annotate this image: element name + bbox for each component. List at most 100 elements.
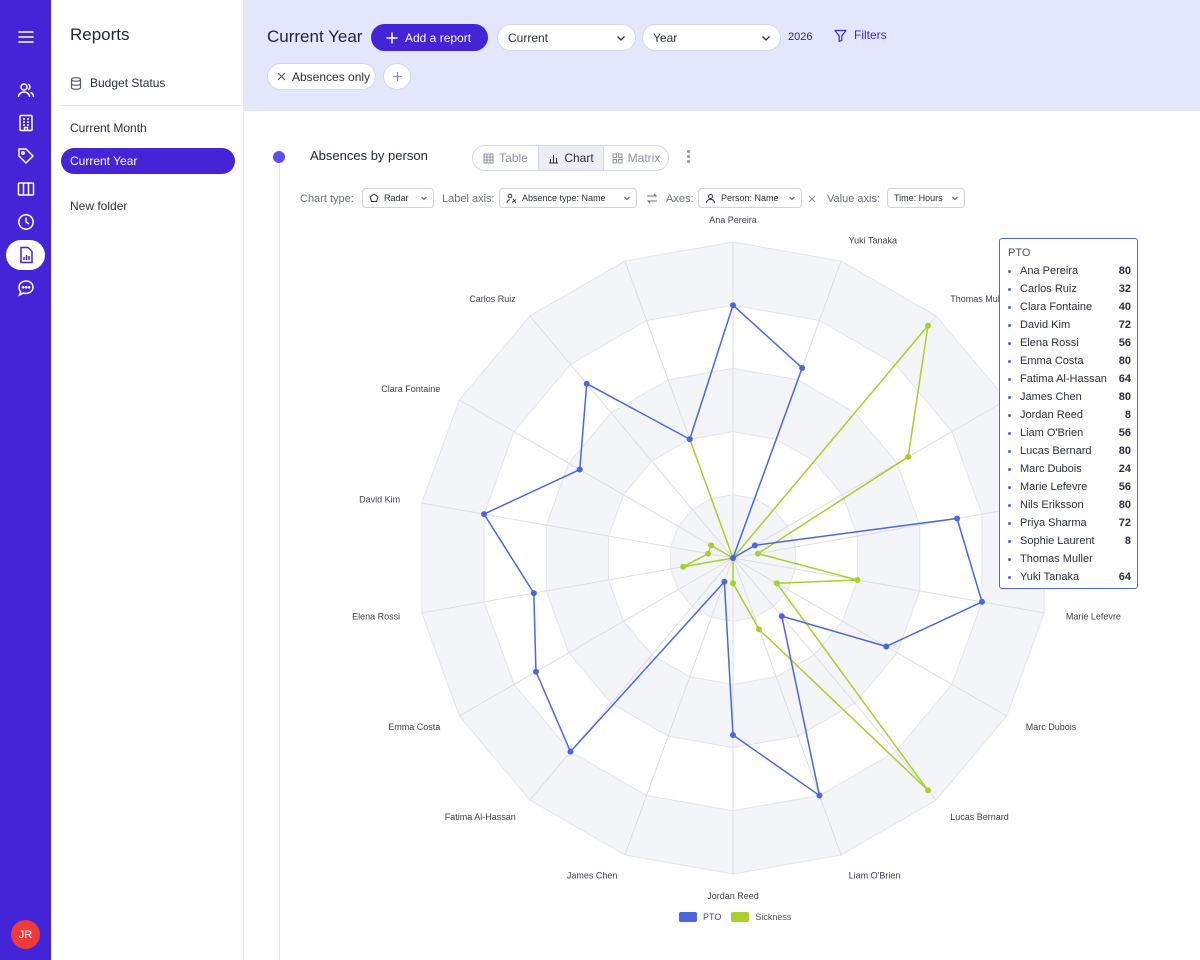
- data-point-pto: [751, 542, 758, 549]
- axis-label: Emma Costa: [388, 722, 440, 732]
- bullet-icon: [1008, 431, 1011, 435]
- data-point-pto: [583, 380, 590, 387]
- tooltip-row-name: Nils Eriksson: [1020, 499, 1084, 511]
- sidebar-item-budget-status[interactable]: Budget Status: [70, 74, 165, 92]
- bullet-icon: [1008, 539, 1011, 543]
- sidebar-item-current-month[interactable]: Current Month: [61, 115, 235, 141]
- grid-spoke: [529, 315, 734, 559]
- tab-matrix[interactable]: Matrix: [604, 146, 668, 170]
- add-report-button[interactable]: Add a report: [371, 24, 488, 51]
- tooltip-row-name: James Chen: [1020, 391, 1082, 403]
- bullet-icon: [1008, 557, 1011, 561]
- tooltip-row-value: 24: [1118, 463, 1131, 475]
- filter-icon: [834, 29, 847, 42]
- clock-icon[interactable]: [0, 207, 51, 237]
- grid-icon: [612, 153, 623, 163]
- add-filter-button[interactable]: [383, 63, 411, 90]
- chat-icon[interactable]: [0, 273, 51, 303]
- more-options-icon[interactable]: [684, 150, 692, 166]
- view-switcher: Table Chart Matrix: [472, 145, 669, 171]
- tag-icon[interactable]: [0, 141, 51, 171]
- menu-icon[interactable]: [0, 22, 51, 52]
- add-report-label: Add a report: [405, 30, 472, 45]
- tooltip-row-name: Ana Pereira: [1020, 265, 1079, 277]
- plus-icon: [392, 72, 402, 81]
- data-point-sickness: [755, 626, 762, 633]
- axes-value: Person: Name: [721, 193, 779, 203]
- data-point-pto: [730, 555, 736, 561]
- axis-label: Clara Fontaine: [381, 384, 440, 394]
- tooltip-row: Lucas Bernard 80: [1008, 443, 1131, 459]
- tooltip-row-name: Jordan Reed: [1020, 409, 1083, 421]
- tooltip-row-name: Priya Sharma: [1020, 517, 1087, 529]
- data-point-pto: [721, 578, 728, 585]
- tab-chart[interactable]: Chart: [538, 146, 604, 170]
- report-marker: [273, 151, 285, 163]
- sidebar-title: Reports: [70, 25, 130, 44]
- data-point-pto: [730, 731, 736, 738]
- chart-type-select[interactable]: Radar: [362, 188, 434, 208]
- axis-label: Yuki Tanaka: [849, 235, 897, 245]
- radar-chart[interactable]: Ana Pereira Yuki Tanaka Thomas Muller Nils …: [244, 208, 1200, 908]
- grid-spoke: [421, 502, 734, 559]
- tooltip-row-value: 56: [1118, 481, 1131, 493]
- tooltip-row-value: 56: [1118, 427, 1131, 439]
- tooltip-row: Emma Costa 80: [1008, 353, 1131, 369]
- sidebar-item-new-folder[interactable]: New folder: [61, 193, 235, 219]
- data-point-pto: [816, 792, 823, 799]
- value-axis-label: Value axis:: [827, 192, 880, 205]
- legend-swatch-pto[interactable]: [679, 912, 697, 922]
- tooltip-row: Liam O'Brien 56: [1008, 425, 1131, 441]
- close-icon[interactable]: [277, 72, 286, 81]
- filters-button[interactable]: Filters: [834, 28, 887, 42]
- period-select[interactable]: Current: [497, 24, 636, 51]
- label-axis-label: Label axis:: [442, 192, 495, 205]
- tooltip-row-name: Thomas Muller: [1020, 553, 1093, 565]
- close-icon[interactable]: [808, 195, 816, 203]
- chevron-down-icon: [617, 36, 625, 41]
- tooltip-row-name: Elena Rossi: [1020, 337, 1079, 349]
- person-beach-icon: [506, 193, 517, 203]
- axis-label: Marie Lefevre: [1066, 612, 1121, 622]
- axis-label: Carlos Ruiz: [469, 294, 516, 304]
- data-point-pto: [530, 590, 537, 597]
- columns-icon[interactable]: [0, 174, 51, 204]
- tooltip-row: Yuki Tanaka 64: [1008, 569, 1131, 585]
- building-icon[interactable]: [0, 108, 51, 138]
- tab-table[interactable]: Table: [473, 146, 538, 170]
- tooltip-row-value: 72: [1118, 517, 1131, 529]
- bullet-icon: [1008, 341, 1011, 345]
- tooltip-row: Fatima Al-Hassan 64: [1008, 371, 1131, 387]
- data-point-sickness: [773, 580, 780, 587]
- axis-label: Ana Pereira: [709, 215, 757, 225]
- year-value[interactable]: 2026: [788, 31, 813, 43]
- tooltip-row-name: David Kim: [1020, 319, 1071, 331]
- tooltip-row-name: Carlos Ruiz: [1020, 283, 1077, 295]
- axes-select[interactable]: Person: Name: [698, 188, 802, 208]
- value-axis-select[interactable]: Time: Hours: [887, 188, 965, 208]
- grid-spoke: [459, 557, 734, 717]
- sidebar-item-current-year[interactable]: Current Year: [61, 148, 235, 174]
- grid-spoke: [459, 399, 734, 559]
- swap-icon[interactable]: [646, 193, 658, 204]
- legend-swatch-sickness[interactable]: [731, 912, 750, 922]
- grid-spoke: [624, 557, 734, 856]
- reports-icon[interactable]: [6, 240, 45, 270]
- data-point-pto: [532, 668, 539, 675]
- user-avatar[interactable]: JR: [11, 920, 40, 949]
- grid-spoke: [732, 399, 1007, 559]
- bullet-icon: [1008, 467, 1011, 471]
- bullet-icon: [1008, 359, 1011, 363]
- tooltip-row: Marie Lefevre 56: [1008, 479, 1131, 495]
- unit-select[interactable]: Year: [642, 24, 781, 51]
- label-axis-select[interactable]: Absence type: Name: [499, 188, 637, 208]
- bullet-icon: [1008, 521, 1011, 525]
- axis-label: Fatima Al-Hassan: [445, 812, 516, 822]
- axis-label: Jordan Reed: [707, 891, 759, 901]
- data-point-pto: [883, 643, 890, 650]
- tooltip-row-value: 80: [1118, 445, 1131, 457]
- filter-chip[interactable]: Absences only: [267, 63, 376, 90]
- people-icon[interactable]: [0, 75, 51, 105]
- axis-label: Lucas Bernard: [950, 812, 1009, 822]
- chart-type-value: Radar: [384, 193, 409, 203]
